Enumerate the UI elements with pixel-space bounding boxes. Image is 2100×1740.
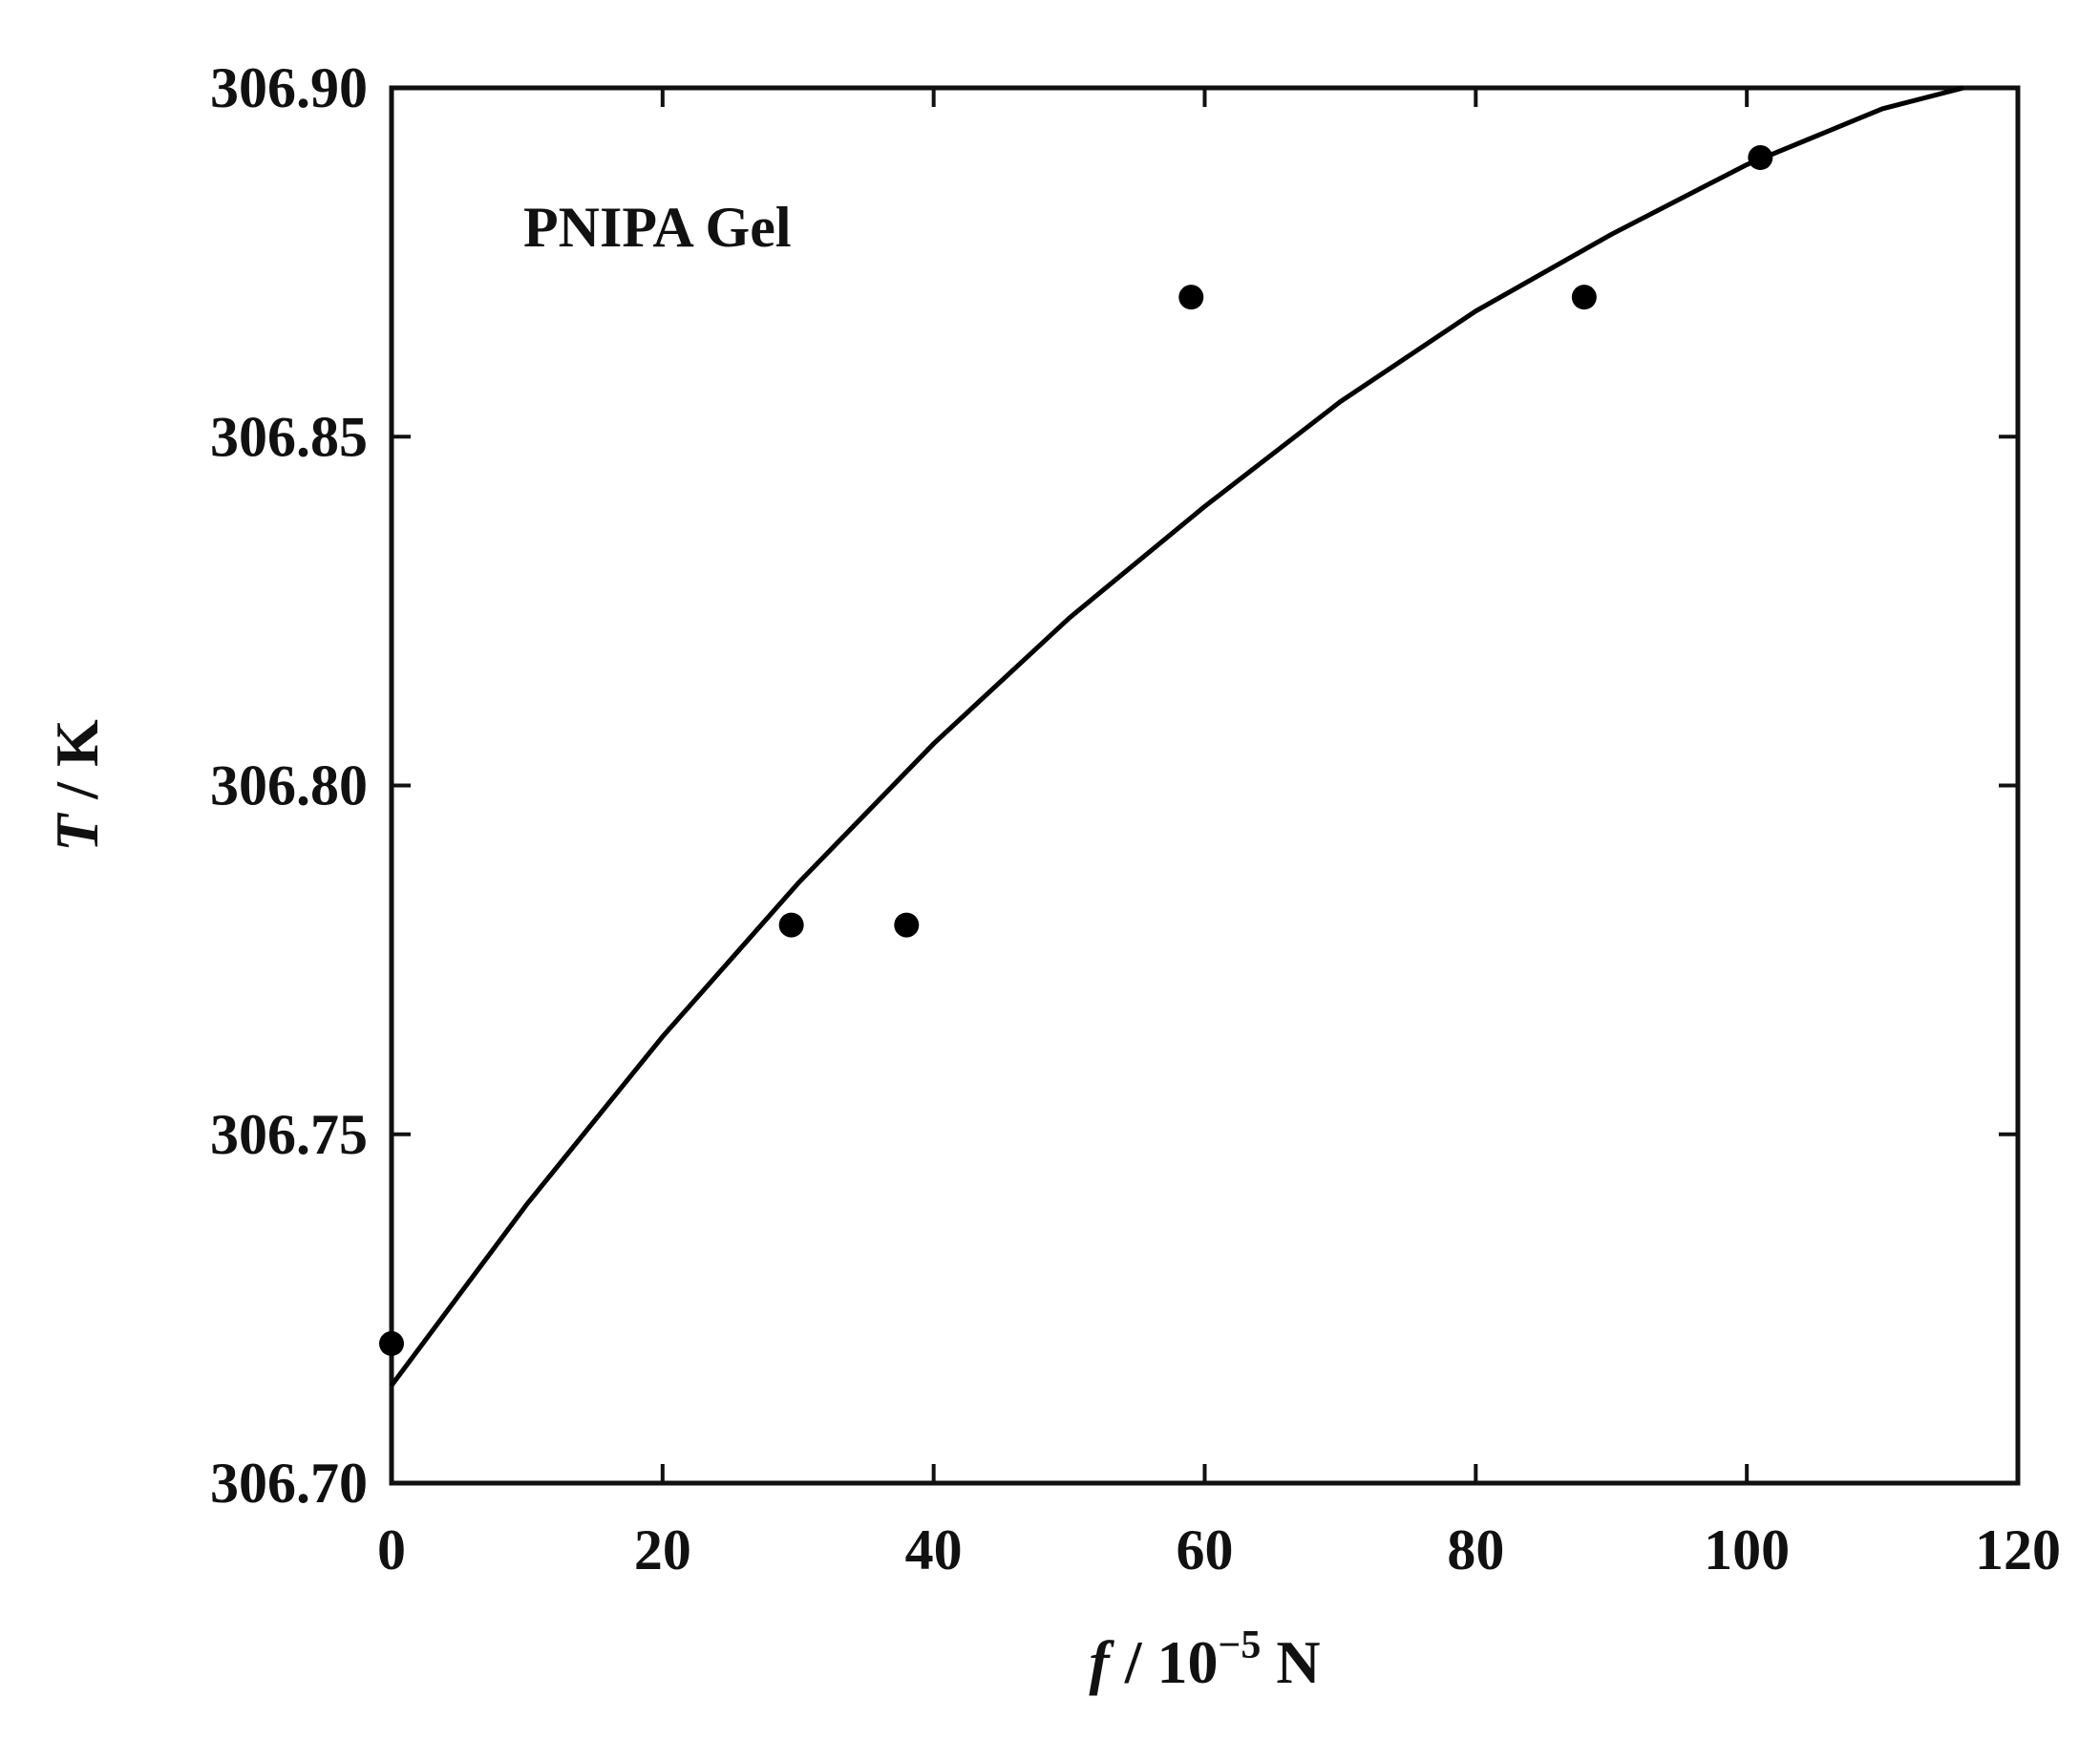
x-tick-label: 80 — [1447, 1518, 1504, 1581]
x-tick-label: 0 — [377, 1518, 406, 1581]
y-tick-label: 306.90 — [210, 56, 368, 119]
y-tick-label: 306.85 — [210, 405, 368, 468]
x-tick-label: 40 — [905, 1518, 963, 1581]
y-axis-label-symbol: T — [43, 812, 111, 852]
x-axis-ticks: 0 20 40 60 80 100 120 — [377, 88, 2061, 1581]
data-point — [379, 1330, 404, 1356]
x-tick-label: 120 — [1975, 1518, 2061, 1581]
x-axis-label-scale: / 10 — [1110, 1628, 1219, 1696]
y-axis-label: T / K — [43, 719, 111, 852]
y-axis-label-unit: / K — [43, 719, 111, 815]
fit-curve — [389, 85, 1964, 1388]
data-point — [778, 912, 804, 938]
y-axis-ticks: 306.70 306.75 306.80 306.85 306.90 — [210, 56, 2018, 1515]
x-axis-label-unit: N — [1261, 1628, 1320, 1696]
chart-annotation: PNIPA Gel — [523, 196, 792, 259]
y-tick-label: 306.70 — [210, 1452, 368, 1515]
y-tick-label: 306.80 — [210, 754, 368, 817]
data-points — [379, 145, 1773, 1356]
x-axis-label-exponent: −5 — [1218, 1623, 1261, 1667]
x-axis-label: f / 10−5 N — [1089, 1623, 1320, 1696]
x-tick-label: 60 — [1177, 1518, 1234, 1581]
data-point — [894, 912, 920, 938]
y-tick-label: 306.75 — [210, 1103, 368, 1166]
plot-frame — [389, 85, 2021, 1486]
x-tick-label: 20 — [634, 1518, 691, 1581]
data-point — [1748, 145, 1773, 171]
data-point — [1571, 285, 1597, 310]
x-tick-label: 100 — [1704, 1518, 1790, 1581]
data-point — [1178, 285, 1204, 310]
